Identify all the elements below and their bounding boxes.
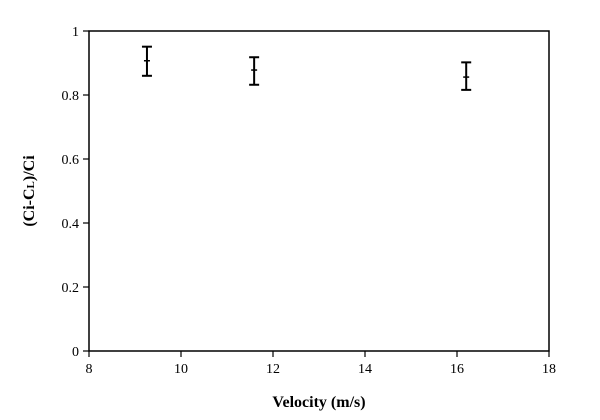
y-tick-label: 0	[72, 345, 79, 360]
y-tick-label: 1	[72, 25, 79, 40]
data-point	[141, 45, 152, 77]
x-axis-title: Velocity (m/s)	[272, 394, 365, 411]
y-axis-title: (Ci-CL)/Ci	[21, 155, 38, 227]
x-tick-label: 8	[86, 362, 93, 377]
x-tick-label: 12	[266, 362, 280, 377]
data-point	[249, 56, 260, 86]
y-tick-label: 0.4	[62, 217, 80, 232]
data-point	[461, 61, 472, 91]
y-tick-label: 0.6	[62, 153, 80, 168]
plot-area	[88, 30, 550, 352]
y-tick-label: 0.8	[62, 89, 80, 104]
x-tick-label: 14	[358, 362, 372, 377]
y-tick-label: 0.2	[62, 281, 80, 296]
x-tick-label: 10	[174, 362, 188, 377]
x-tick-label: 18	[542, 362, 556, 377]
x-tick-label: 16	[450, 362, 464, 377]
